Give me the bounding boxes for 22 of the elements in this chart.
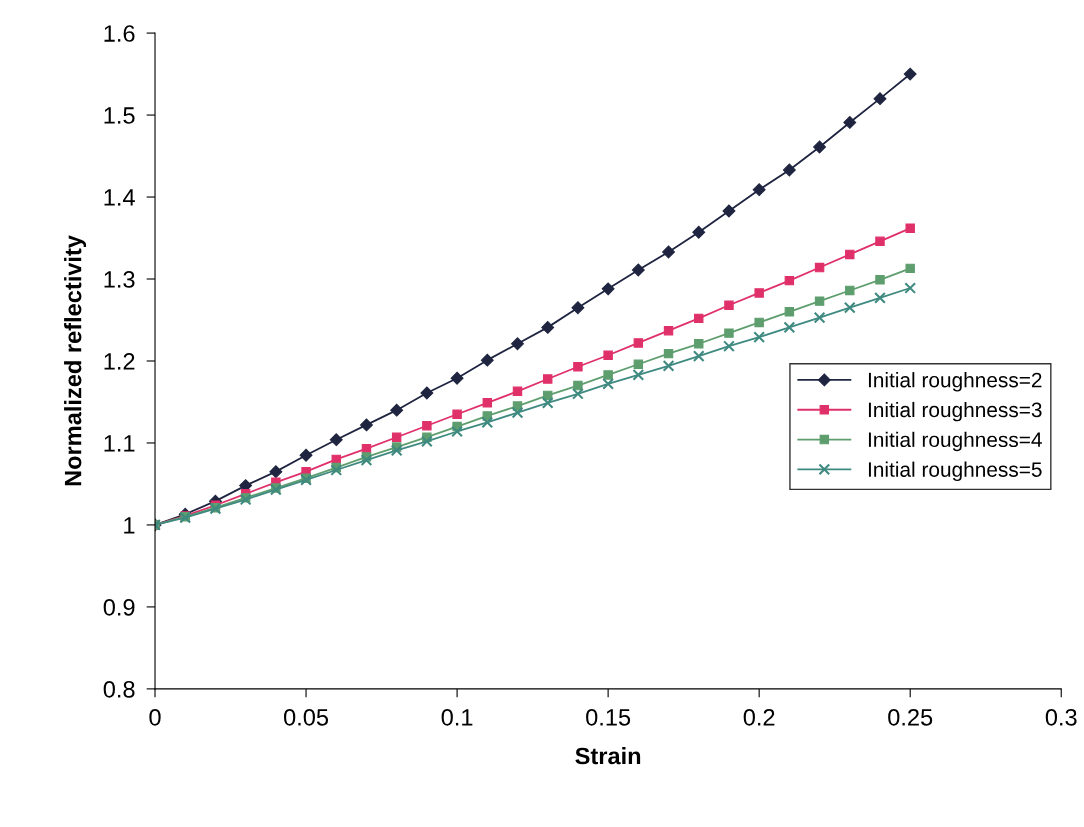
x-tick-label: 0.15 [586,708,631,726]
y-tick-label: 0.8 [103,680,135,698]
y-tick-label: 1.1 [104,435,135,452]
x-tick-label: 0.25 [888,708,933,726]
y-axis-title: Normalized reflectivity [64,235,87,486]
legend-label: Initial roughness=5 [868,461,1042,482]
x-tick-label: 0.05 [284,708,329,726]
x-tick-label: 0.3 [1045,708,1077,726]
y-tick-label: 1.4 [104,189,135,206]
x-tick-label: 0 [149,708,161,726]
y-tick-label: 1.3 [104,271,135,288]
x-axis-title: Strain [575,747,641,765]
y-tick-label: 0.9 [103,598,135,616]
y-tick-label: 1.5 [104,107,135,124]
x-tick-label: 0.1 [441,708,473,726]
x-tick-label: 0.2 [743,708,775,726]
y-tick-label: 1.2 [104,353,135,370]
legend-label: Initial roughness=3 [868,401,1042,422]
legend-label: Initial roughness=2 [868,372,1042,392]
y-tick-label: 1 [124,517,135,534]
y-tick-label: 1.6 [104,25,135,42]
legend-label: Initial roughness=4 [868,431,1042,452]
